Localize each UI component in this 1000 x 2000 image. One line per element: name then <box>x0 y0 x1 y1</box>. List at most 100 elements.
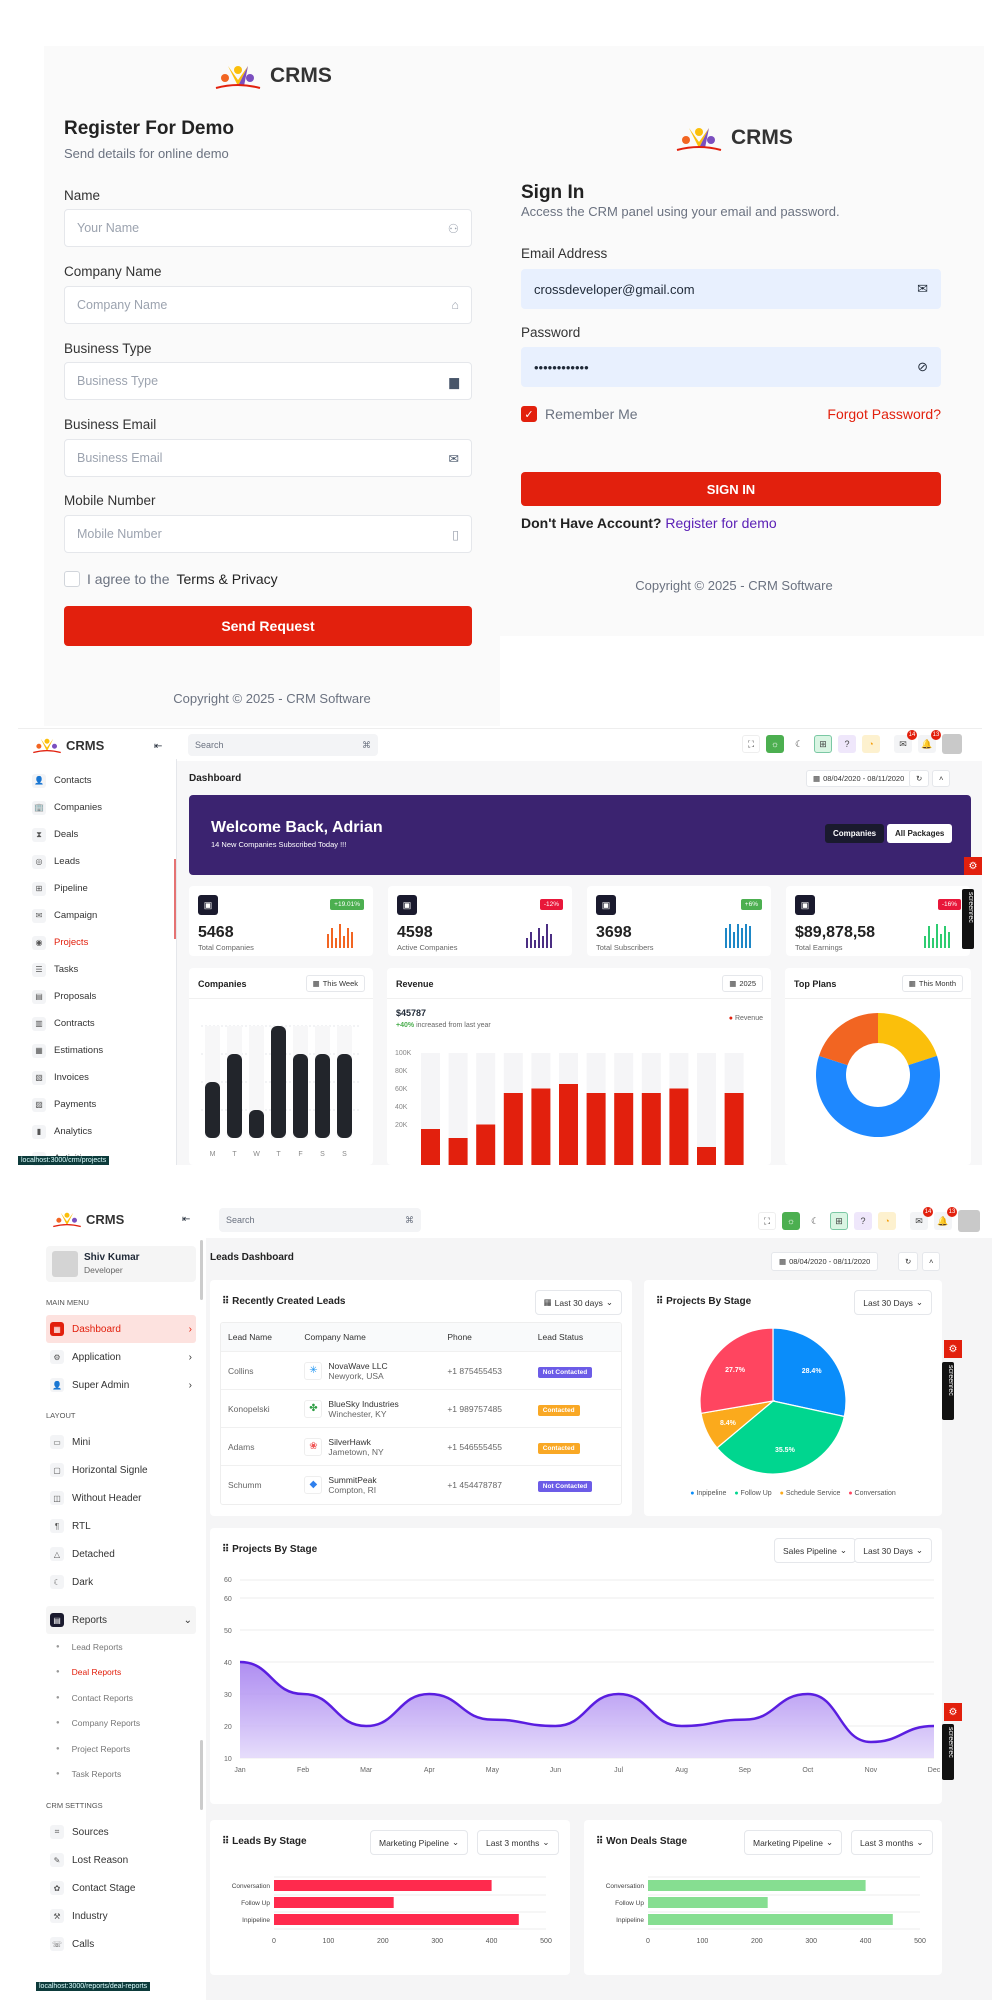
sidebar-item-estimations[interactable]: ▦ Estimations <box>32 1037 182 1064</box>
legend-item[interactable]: ● Follow Up <box>734 1490 772 1497</box>
search-input[interactable]: Search ⌘ <box>219 1208 421 1232</box>
mobile-number-input[interactable]: Mobile Number ▯ <box>64 515 472 553</box>
report-item[interactable]: ● Deal Reports <box>56 1667 122 1678</box>
sidebar-item-campaign[interactable]: ✉ Campaign <box>32 902 182 929</box>
business-email-input[interactable]: Business Email ✉ <box>64 439 472 477</box>
revenue-filter[interactable]: ▦ 2025 <box>722 975 763 992</box>
drag-handle-icon[interactable]: ⠿ <box>656 1296 664 1307</box>
fullscreen-icon[interactable]: ⛶ <box>742 735 760 753</box>
pipeline-select[interactable]: Sales Pipeline ⌄ <box>774 1538 856 1563</box>
messages-icon[interactable]: ✉ 14 <box>894 730 917 753</box>
drag-handle-icon[interactable]: ⠿ <box>222 1544 230 1555</box>
date-range-picker[interactable]: ▦ 08/04/2020 - 08/11/2020 <box>806 770 912 787</box>
help-icon[interactable]: ? <box>838 735 856 753</box>
terms-link[interactable]: Terms & Privacy <box>176 571 278 587</box>
legend-item[interactable]: ● Conversation <box>848 1490 896 1497</box>
leads-pipeline-select[interactable]: Marketing Pipeline ⌄ <box>370 1830 469 1855</box>
pie-period-select[interactable]: Last 30 Days ⌄ <box>854 1290 932 1315</box>
companies-button[interactable]: Companies <box>825 824 885 843</box>
sidebar-item-contact-stage[interactable]: ✿ Contact Stage <box>46 1874 196 1902</box>
dark-mode-icon[interactable]: ☾ <box>790 735 808 753</box>
company-name-input[interactable]: Company Name ⌂ <box>64 286 472 324</box>
table-row[interactable]: Konopelski ✤ BlueSky Industries Winchester… <box>221 1389 621 1428</box>
sidebar-item-without-header[interactable]: ◫ Without Header <box>46 1484 196 1512</box>
report-item[interactable]: ● Company Reports <box>56 1718 141 1729</box>
light-mode-icon[interactable]: ☼ <box>782 1212 800 1230</box>
dark-mode-icon[interactable]: ☾ <box>806 1212 824 1230</box>
settings-gear-icon-2[interactable]: ⚙ <box>944 1703 962 1721</box>
sign-in-button[interactable]: SIGN IN <box>521 472 941 506</box>
screenrec-tab[interactable]: screenrec <box>962 889 974 949</box>
sidebar-item-mini[interactable]: ▭ Mini <box>46 1428 196 1456</box>
sidebar-item-reports[interactable]: ▤ Reports ⌄ <box>46 1606 196 1634</box>
sidebar-scrollbar[interactable] <box>174 859 176 939</box>
forgot-password-link[interactable]: Forgot Password? <box>827 406 941 422</box>
sidebar-item-invoices[interactable]: ▧ Invoices <box>32 1064 182 1091</box>
drag-handle-icon[interactable]: ⠿ <box>222 1296 230 1307</box>
date-range-picker[interactable]: ▦ 08/04/2020 - 08/11/2020 <box>771 1252 879 1271</box>
screenrec-tab-2[interactable]: screenrec <box>942 1724 954 1780</box>
leads-stage-period-select[interactable]: Last 3 months ⌄ <box>477 1830 559 1855</box>
companies-filter[interactable]: ▦ This Week <box>305 975 365 992</box>
collapse-icon[interactable]: ˄ <box>922 1252 941 1271</box>
chart-icon[interactable]: ◔ <box>862 735 880 753</box>
fullscreen-icon[interactable]: ⛶ <box>758 1212 776 1230</box>
sidebar-item-pipeline[interactable]: ⊞ Pipeline <box>32 875 182 902</box>
drag-handle-icon[interactable]: ⠿ <box>222 1836 230 1847</box>
table-row[interactable]: Schumm ◆ SummitPeak Compton, RI +1 4544787… <box>221 1465 621 1504</box>
avatar[interactable] <box>942 734 962 754</box>
sidebar-item-tasks[interactable]: ☰ Tasks <box>32 956 182 983</box>
help-icon[interactable]: ? <box>854 1212 872 1230</box>
sidebar-item-rtl[interactable]: ¶ RTL <box>46 1512 196 1540</box>
chart-icon[interactable]: ◔ <box>878 1212 896 1230</box>
sidebar-item-calls[interactable]: ☏ Calls <box>50 1937 95 1951</box>
line-period-select[interactable]: Last 30 Days ⌄ <box>854 1538 932 1563</box>
password-input[interactable]: •••••••••••• ⊘ <box>521 347 941 387</box>
sidebar-item-contacts[interactable]: 👤 Contacts <box>32 767 182 794</box>
light-mode-icon[interactable]: ☼ <box>766 735 784 753</box>
sidebar-item-proposals[interactable]: ▤ Proposals <box>32 983 182 1010</box>
sidebar-item-payments[interactable]: ▨ Payments <box>32 1091 182 1118</box>
sidebar-item-horizontal-signle[interactable]: ▢ Horizontal Signle <box>46 1456 196 1484</box>
search-input[interactable]: Search ⌘ <box>188 734 378 756</box>
drag-handle-icon[interactable]: ⠿ <box>596 1836 604 1847</box>
settings-gear-icon[interactable]: ⚙ <box>964 857 982 875</box>
apps-icon[interactable]: ⊞ <box>830 1212 848 1230</box>
sidebar-item-dark[interactable]: ☾ Dark <box>46 1568 196 1596</box>
notifications-icon[interactable]: 🔔 13 <box>934 1207 957 1230</box>
apps-icon[interactable]: ⊞ <box>814 735 832 753</box>
all-packages-button[interactable]: All Packages <box>887 824 953 843</box>
report-item[interactable]: ● Task Reports <box>56 1769 122 1780</box>
messages-icon[interactable]: ✉ 14 <box>910 1207 933 1230</box>
sidebar-item-lost-reason[interactable]: ✎ Lost Reason <box>46 1846 196 1874</box>
won-pipeline-select[interactable]: Marketing Pipeline ⌄ <box>744 1830 843 1855</box>
table-row[interactable]: Collins ✳ NovaWave LLC Newyork, USA +1 875… <box>221 1351 621 1390</box>
screenrec-tab[interactable]: screenrec <box>942 1362 954 1420</box>
remember-checkbox[interactable]: ✓ <box>521 406 537 422</box>
settings-gear-icon[interactable]: ⚙ <box>944 1340 962 1358</box>
sidebar-item-application[interactable]: ⚙ Application › <box>46 1343 196 1371</box>
sidebar-item-companies[interactable]: 🏢 Companies <box>32 794 182 821</box>
collapse-sidebar-icon[interactable]: ⇤ <box>182 1214 191 1225</box>
send-request-button[interactable]: Send Request <box>64 606 472 646</box>
plans-filter[interactable]: ▦ This Month <box>901 975 963 992</box>
report-item[interactable]: ● Contact Reports <box>56 1692 134 1703</box>
email-input[interactable]: crossdeveloper@gmail.com ✉ <box>521 269 941 309</box>
sidebar-scrollbar-2[interactable] <box>200 1740 203 1810</box>
business-type-input[interactable]: Business Type ▆ <box>64 362 472 400</box>
sidebar-item-deals[interactable]: ⧗ Deals <box>32 821 182 848</box>
avatar[interactable] <box>958 1210 980 1232</box>
sidebar-scrollbar[interactable] <box>200 1240 203 1300</box>
sidebar-item-industry[interactable]: ⚒ Industry <box>46 1902 196 1930</box>
report-item[interactable]: ● Project Reports <box>56 1743 131 1754</box>
refresh-icon[interactable]: ↻ <box>909 770 930 787</box>
terms-checkbox[interactable] <box>64 571 80 587</box>
table-row[interactable]: Adams ❀ SilverHawk Jametown, NY +1 5465554… <box>221 1427 621 1466</box>
register-link[interactable]: Register for demo <box>665 515 777 531</box>
sidebar-item-analytics[interactable]: ▮ Analytics <box>32 1118 182 1145</box>
collapse-icon[interactable]: ˄ <box>932 770 951 787</box>
report-item[interactable]: ● Lead Reports <box>56 1641 123 1652</box>
won-period-select[interactable]: Last 3 months ⌄ <box>851 1830 933 1855</box>
sidebar-item-dashboard[interactable]: ▦ Dashboard › <box>46 1315 196 1343</box>
eye-off-icon[interactable]: ⊘ <box>917 359 928 374</box>
